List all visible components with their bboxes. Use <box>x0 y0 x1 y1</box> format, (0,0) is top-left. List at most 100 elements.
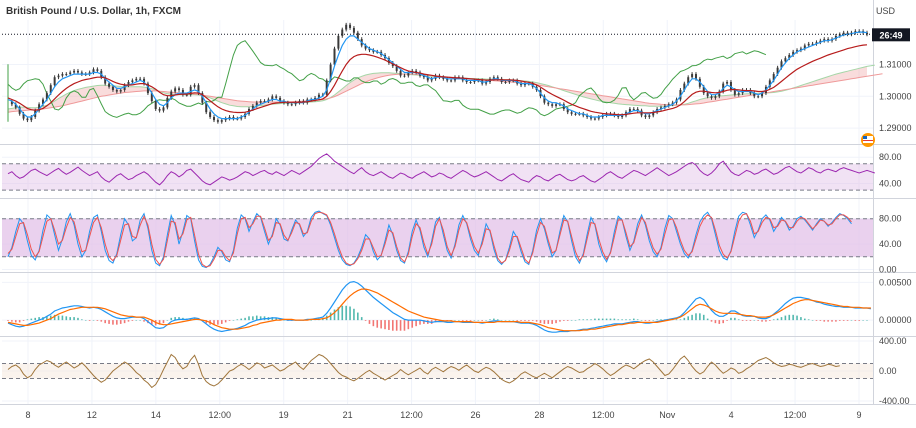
macd-histogram-bar <box>489 319 491 321</box>
macd-histogram-bar <box>710 320 713 322</box>
price-candle-body <box>73 70 76 73</box>
price-candle-body <box>286 102 289 105</box>
price-candle-body <box>846 32 849 35</box>
macd-histogram-bar <box>796 315 798 321</box>
macd-histogram-bar <box>395 320 398 331</box>
macd-histogram-bar <box>473 320 476 321</box>
price-candle-body <box>53 77 56 86</box>
price-candle-body <box>209 112 212 117</box>
macd-histogram-bar <box>520 320 522 321</box>
price-candle-body <box>368 48 371 51</box>
macd-histogram-bar <box>769 320 771 321</box>
macd-histogram-bar <box>123 320 126 324</box>
macd-histogram-bar <box>842 320 845 321</box>
macd-histogram-bar <box>718 320 721 324</box>
price-candle-body <box>135 78 138 81</box>
price-candle-body <box>96 69 99 71</box>
price-candle-body <box>201 93 204 103</box>
macd-histogram-bar <box>835 320 837 322</box>
macd-histogram-bar <box>349 306 351 321</box>
x-tick-label: 12 <box>87 410 97 420</box>
price-candle-body <box>395 66 398 71</box>
price-candle-body <box>189 86 192 95</box>
price-candle-body <box>275 96 278 98</box>
price-candle-body <box>776 67 779 75</box>
x-tick-label: 14 <box>151 410 161 420</box>
macd-histogram-bar <box>415 320 417 327</box>
macd-histogram-bar <box>862 320 864 321</box>
macd-histogram-bar <box>84 320 87 321</box>
macd-histogram-bar <box>578 319 581 321</box>
price-candle-body <box>205 102 208 113</box>
price-candle-body <box>586 115 589 117</box>
price-candle-body <box>473 80 476 82</box>
macd-histogram-bar <box>629 319 631 321</box>
price-candle-body <box>115 89 118 92</box>
x-tick-label: 26 <box>470 410 480 420</box>
price-candle-body <box>341 29 344 36</box>
macd-histogram-bar <box>702 314 705 321</box>
indicator-band <box>2 163 873 191</box>
macd-histogram-bar <box>255 315 258 321</box>
macd-histogram-bar <box>283 320 285 321</box>
macd-histogram-bar <box>228 320 231 321</box>
price-candle-body <box>349 24 352 28</box>
price-candle-body <box>337 35 340 49</box>
price-candle-body <box>504 82 507 83</box>
macd-histogram-bar <box>675 319 678 321</box>
macd-histogram-bar <box>807 319 810 321</box>
macd-histogram-bar <box>765 320 767 322</box>
macd-histogram-bar <box>563 320 565 321</box>
price-candle-body <box>224 118 227 121</box>
macd-histogram-bar <box>625 319 627 321</box>
flag-icon[interactable] <box>861 133 875 147</box>
macd-histogram-bar <box>22 320 25 321</box>
price-candle-body <box>123 85 126 90</box>
price-candle-body <box>119 89 122 92</box>
price-candle-body <box>784 58 787 62</box>
price-candle-body <box>543 96 546 103</box>
price-candle-body <box>628 109 631 113</box>
macd-histogram-bar <box>127 320 130 322</box>
macd-histogram-bar <box>30 318 33 321</box>
conversion-line <box>7 31 868 120</box>
price-candle-body <box>450 80 453 82</box>
macd-histogram-bar <box>749 320 752 321</box>
price-candle-body <box>590 116 593 119</box>
macd-histogram-bar <box>555 320 557 324</box>
macd-histogram-bar <box>49 315 52 321</box>
price-candle-body <box>593 118 596 120</box>
macd-histogram-bar <box>119 320 122 324</box>
price-candle-body <box>213 116 216 121</box>
price-candle-body <box>799 48 802 51</box>
flag-icon-canton <box>863 136 867 139</box>
price-candle-body <box>290 104 293 106</box>
macd-histogram-bar <box>104 320 106 324</box>
macd-histogram-bar <box>220 320 223 324</box>
macd-histogram-bar <box>508 320 511 321</box>
lagging-span-line <box>7 40 767 122</box>
macd-histogram-bar <box>854 320 857 321</box>
price-candle-body <box>158 109 161 111</box>
price-candle-body <box>174 88 177 92</box>
price-candle-body <box>520 83 523 86</box>
price-candle-body <box>648 115 651 117</box>
price-candle-body <box>356 32 359 40</box>
price-candle-body <box>181 89 184 95</box>
countdown-label: 26:49 <box>879 30 902 40</box>
macd-histogram-bar <box>96 320 99 321</box>
price-candle-body <box>819 40 822 43</box>
macd-histogram-bar <box>57 315 60 321</box>
y-tick-label: 40.00 <box>879 179 902 189</box>
macd-histogram-bar <box>586 319 588 321</box>
macd-histogram-bar <box>240 318 243 321</box>
macd-histogram-bar <box>730 317 732 321</box>
macd-histogram-bar <box>699 313 701 321</box>
macd-histogram-bar <box>69 317 71 321</box>
macd-histogram-bar <box>570 320 573 321</box>
price-candle-body <box>170 91 173 98</box>
price-candle-body <box>827 39 830 41</box>
macd-histogram-bar <box>46 316 48 321</box>
